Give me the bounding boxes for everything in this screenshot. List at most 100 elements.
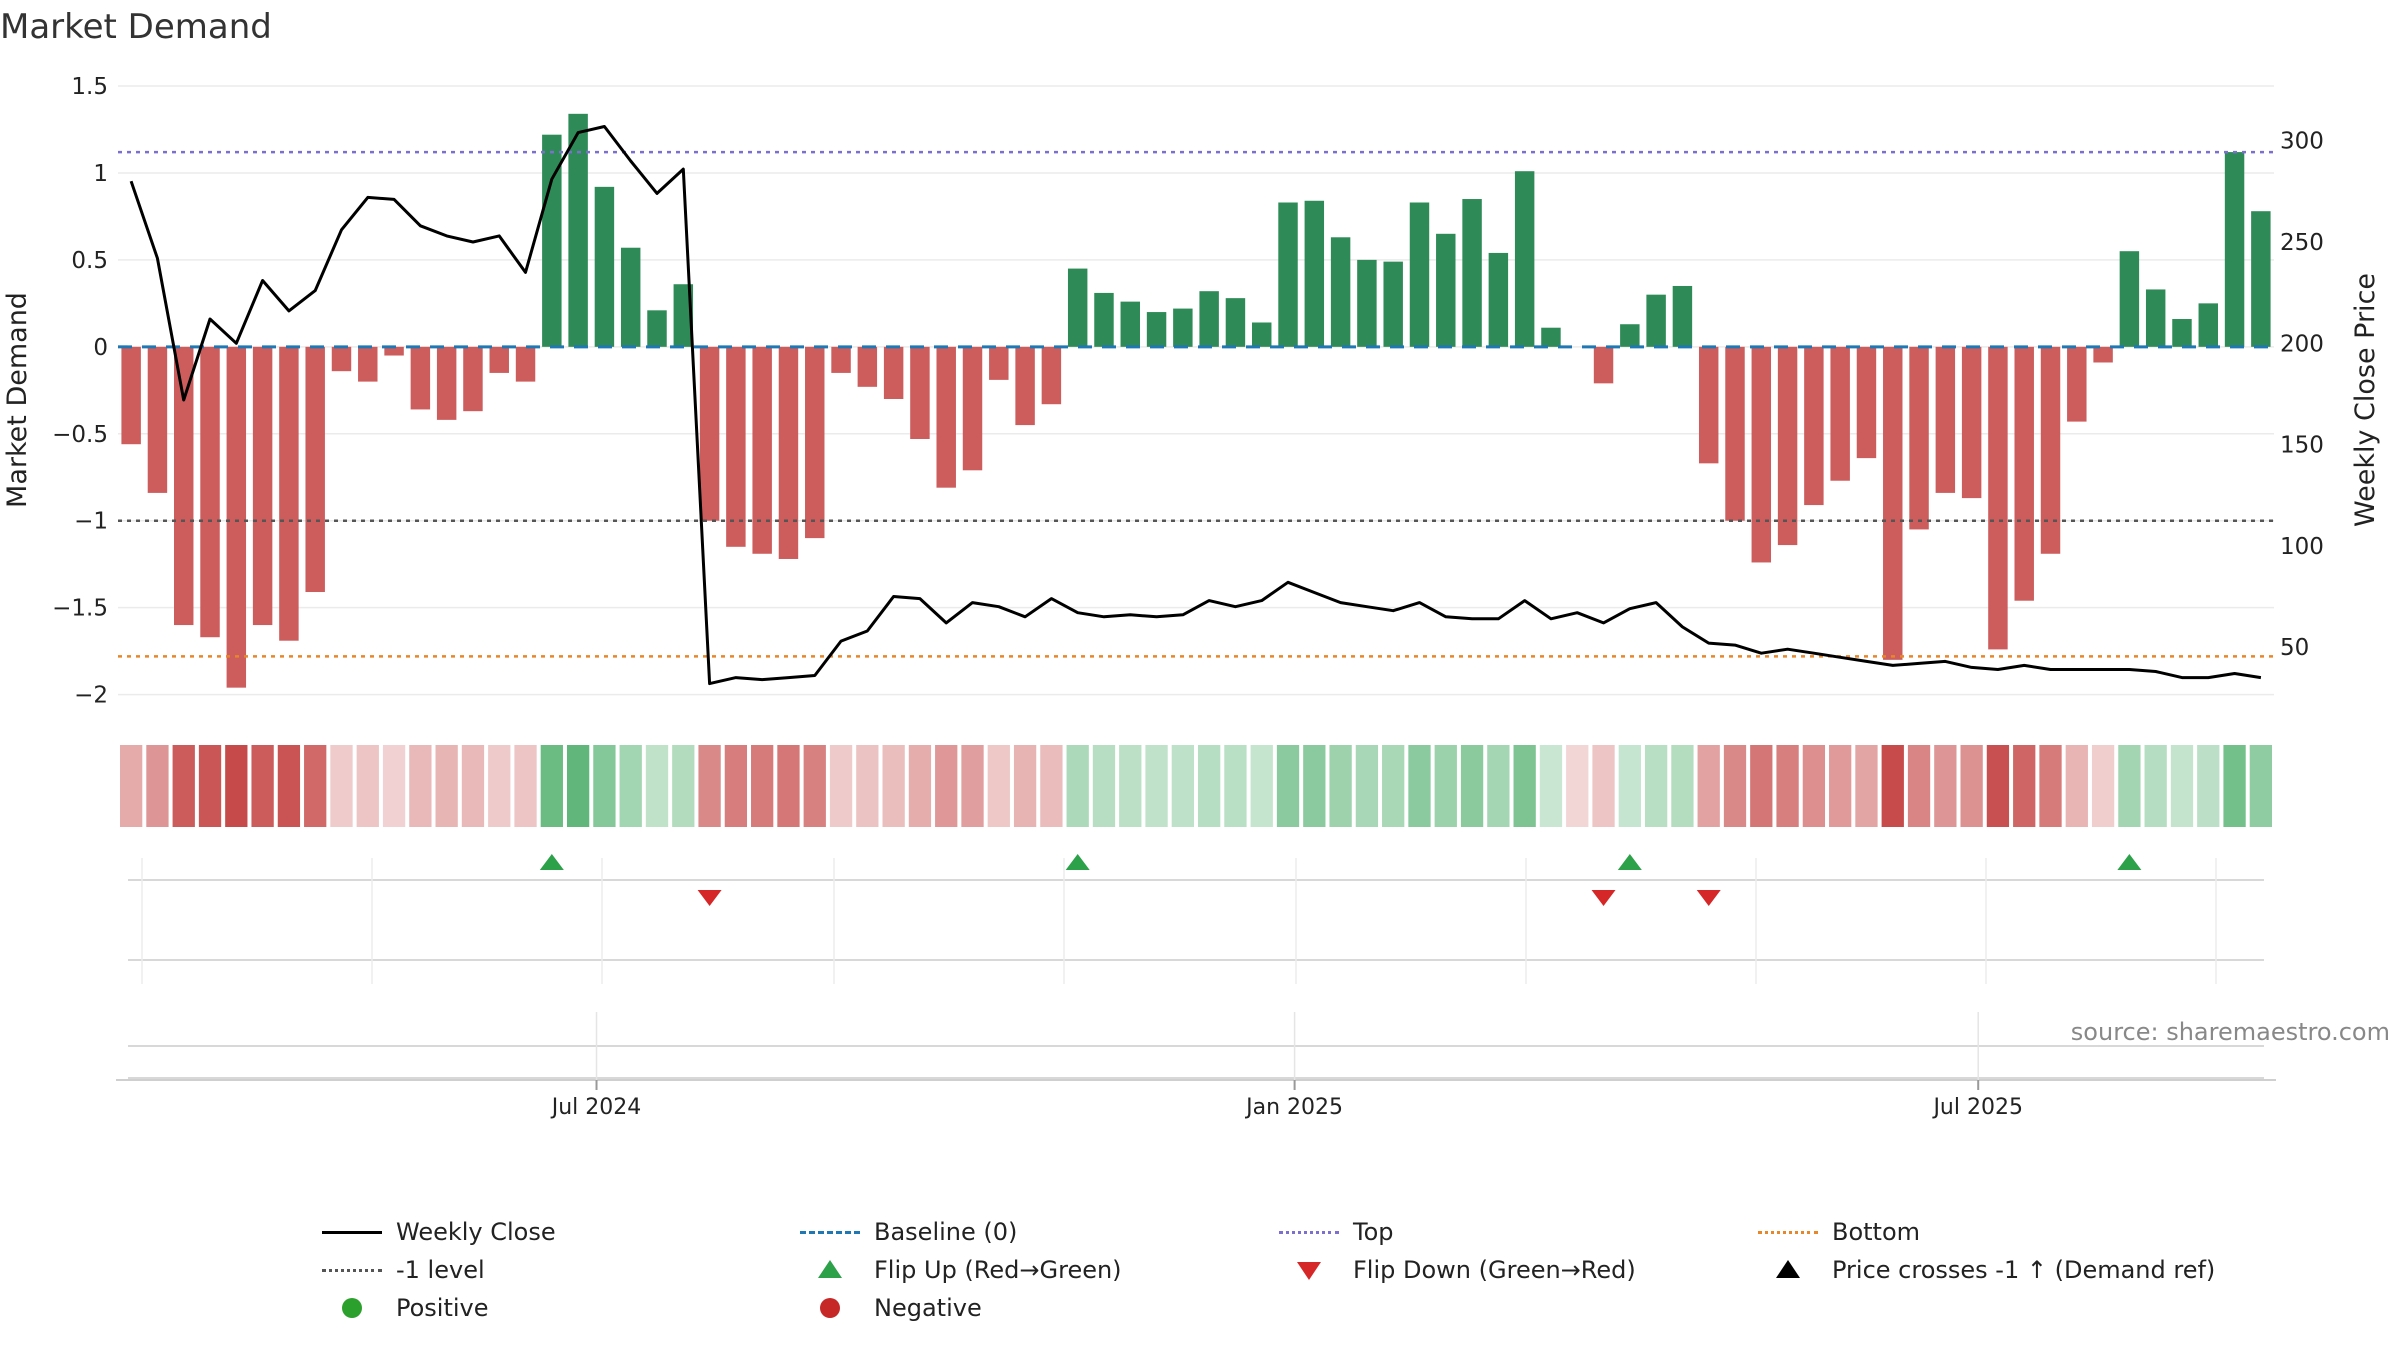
- demand-bar-positive: [1357, 259, 1377, 347]
- heat-cell: [2039, 745, 2062, 827]
- demand-bar-positive: [1173, 308, 1193, 347]
- heat-cell: [277, 745, 301, 827]
- demand-bar-negative: [489, 346, 509, 373]
- demand-bar-negative: [1777, 346, 1798, 546]
- heat-cell: [1171, 745, 1194, 827]
- heat-cell: [1855, 745, 1878, 827]
- heat-cell: [645, 745, 669, 827]
- heat-cell: [1066, 745, 1089, 827]
- heat-cell: [1513, 745, 1536, 827]
- heat-cell: [1145, 745, 1168, 827]
- chart-title: Market Demand: [0, 7, 272, 47]
- heat-cell: [619, 745, 642, 827]
- demand-bar-negative: [226, 346, 247, 688]
- heat-cell: [435, 745, 458, 827]
- heat-cell: [120, 745, 143, 827]
- source-note: source: sharemaestro.com: [2071, 1018, 2390, 1046]
- demand-bar-negative: [252, 346, 273, 626]
- flip-down-marker: [1696, 890, 1721, 906]
- y-right-axis-title: Weekly Close Price: [2350, 273, 2381, 527]
- demand-bar-negative: [331, 346, 352, 372]
- demand-bar-negative: [989, 346, 1009, 380]
- heat-cell: [724, 745, 748, 827]
- heat-cell: [2249, 745, 2272, 827]
- heat-cell: [829, 745, 853, 827]
- y-tick-label: 0: [93, 335, 108, 361]
- demand-bar-positive: [2224, 152, 2245, 347]
- heat-cell: [540, 745, 563, 827]
- demand-bar-negative: [174, 346, 194, 626]
- heat-cell: [2013, 745, 2036, 827]
- demand-bar-positive: [568, 113, 588, 347]
- demand-bar-negative: [1593, 346, 1614, 384]
- x-tick-label: Jul 2025: [1931, 1095, 2023, 1120]
- y-tick-label: −1.5: [52, 596, 108, 622]
- heat-cell: [2144, 745, 2167, 827]
- demand-bar-negative: [752, 346, 772, 554]
- demand-bar-positive: [647, 310, 667, 347]
- heat-cell: [2065, 745, 2088, 827]
- demand-bar-positive: [1199, 291, 1219, 347]
- demand-bar-positive: [1462, 199, 1482, 347]
- heat-cell: [1960, 745, 1983, 827]
- demand-bar-negative: [910, 346, 930, 439]
- weekly-close-line: [129, 125, 2262, 686]
- heat-cell: [935, 745, 958, 827]
- flip-up-marker: [2117, 854, 2142, 870]
- heat-cell: [1092, 745, 1116, 827]
- y-tick-label: −2: [74, 683, 108, 709]
- demand-bar-positive: [1278, 202, 1298, 347]
- demand-bar-positive: [1120, 301, 1140, 347]
- demand-bar-negative: [384, 346, 404, 356]
- heat-cell: [1408, 745, 1431, 827]
- demand-bar-negative: [1041, 346, 1062, 405]
- heat-cell: [304, 745, 327, 827]
- demand-bar-negative: [699, 346, 720, 521]
- y-tick-label: 1.5: [71, 74, 108, 100]
- y-right-tick-label: 200: [2280, 331, 2324, 357]
- demand-bar-positive: [2198, 303, 2218, 347]
- heat-cell: [225, 745, 248, 827]
- demand-bar-negative: [2067, 346, 2087, 422]
- demand-bar-negative: [1856, 346, 1877, 459]
- demand-bar-positive: [1383, 261, 1403, 347]
- demand-bar-negative: [805, 346, 825, 539]
- demand-bar-positive: [594, 186, 615, 347]
- heat-cell: [593, 745, 616, 827]
- flip-up-marker: [1065, 854, 1090, 870]
- demand-bar-negative: [1015, 346, 1035, 426]
- heat-cell: [514, 745, 537, 827]
- heat-cell: [1671, 745, 1694, 827]
- y-tick-label: 1: [93, 161, 108, 187]
- demand-bar-negative: [936, 346, 956, 488]
- demand-bar-negative: [463, 346, 483, 412]
- heat-cell: [1881, 745, 1904, 827]
- y-right-tick-label: 300: [2280, 129, 2324, 155]
- y-right-tick-label: 250: [2280, 230, 2324, 256]
- heat-cell: [1355, 745, 1379, 827]
- demand-bar-positive: [1225, 298, 1246, 347]
- heat-cell: [698, 745, 721, 827]
- demand-bar-positive: [1409, 202, 1430, 347]
- y-right-tick-label: 150: [2280, 433, 2324, 459]
- demand-bar-negative: [962, 346, 983, 471]
- heat-cell: [356, 745, 379, 827]
- heat-cell: [1934, 745, 1957, 827]
- heat-cell: [1460, 745, 1484, 827]
- demand-bar-positive: [2172, 319, 2192, 347]
- heat-cell: [330, 745, 353, 827]
- demand-bar-positive: [2251, 211, 2271, 347]
- heat-cell: [461, 745, 485, 827]
- demand-bar-positive: [1067, 268, 1088, 347]
- heat-cell: [803, 745, 826, 827]
- demand-bar-negative: [279, 346, 299, 641]
- demand-bar-positive: [1488, 252, 1509, 347]
- heat-cell: [1750, 745, 1773, 827]
- heat-cell: [172, 745, 195, 827]
- heat-cell: [198, 745, 222, 827]
- heat-cell: [1592, 745, 1615, 827]
- heat-cell: [882, 745, 905, 827]
- flip-up-marker: [539, 854, 564, 870]
- demand-bar-positive: [620, 247, 641, 347]
- flip-down-marker: [697, 890, 722, 906]
